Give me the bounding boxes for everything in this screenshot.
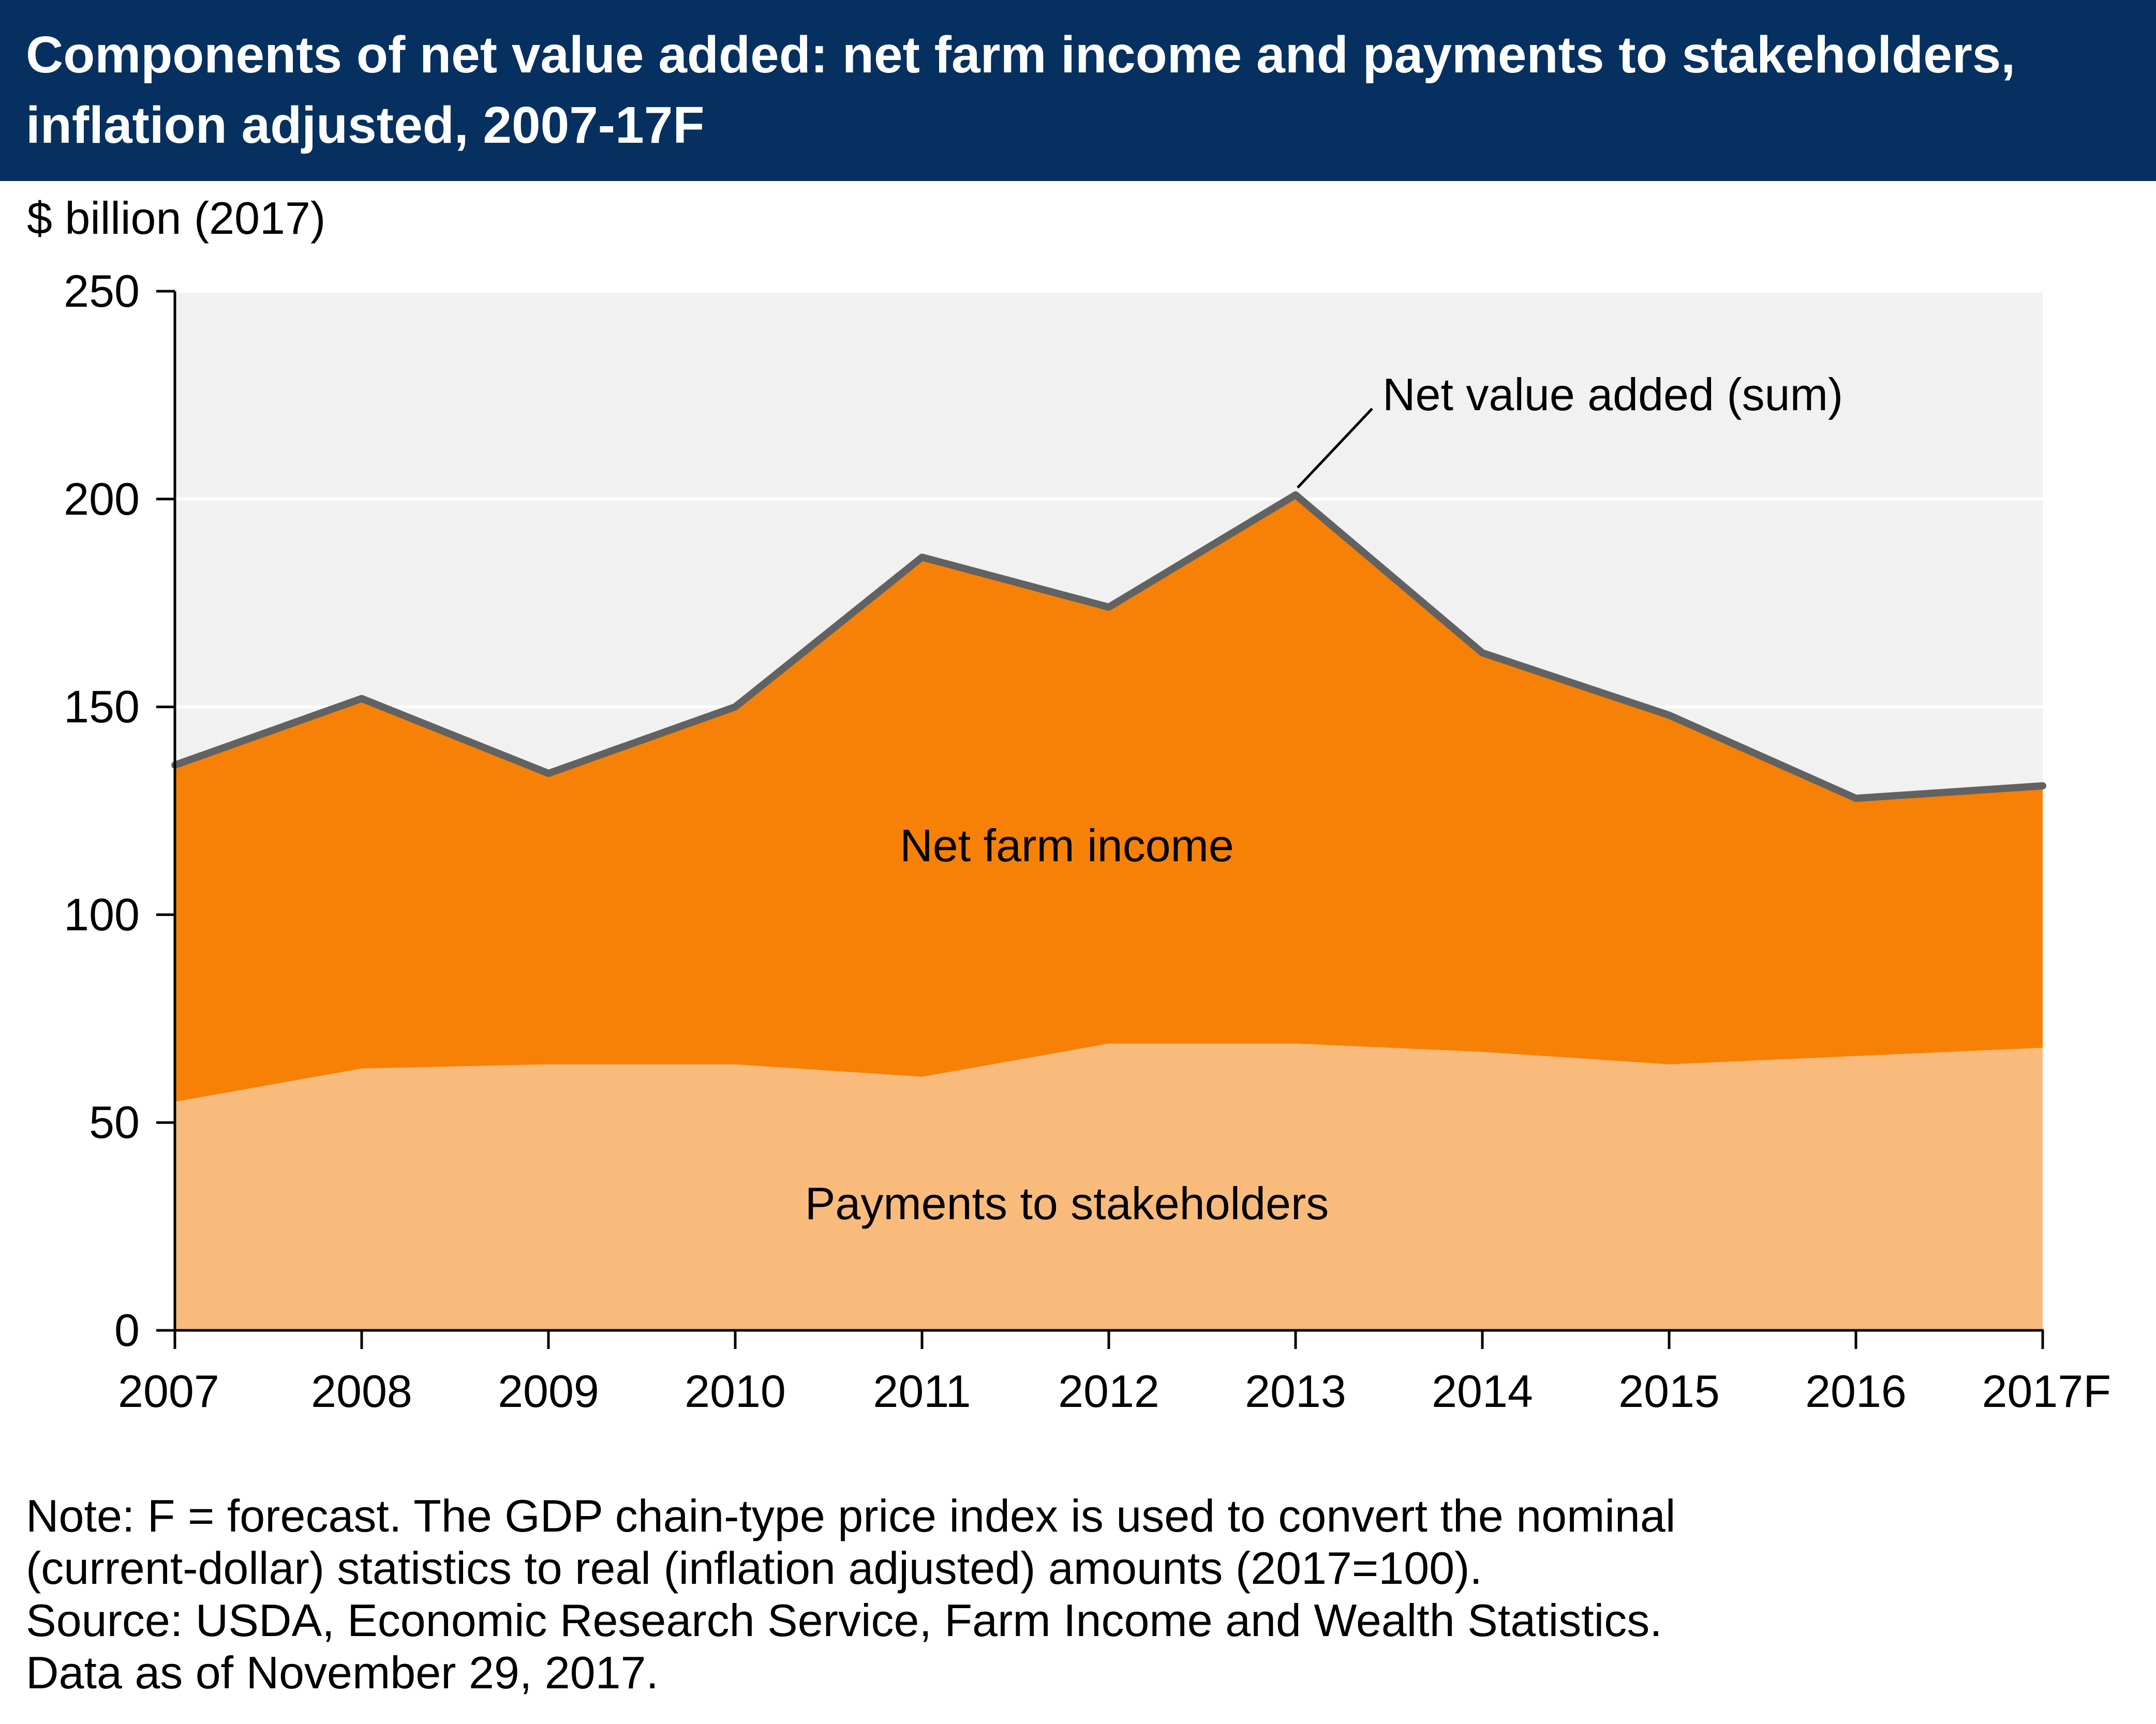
y-tick-label: 50: [89, 1097, 140, 1148]
y-tick-labels: 0 50 100 150 200 250: [64, 265, 140, 1356]
source-line: Source: USDA, Economic Research Service,…: [26, 1595, 1662, 1646]
title-banner: Components of net value added: net farm …: [0, 0, 2156, 181]
y-tick-label: 150: [64, 681, 140, 732]
payments-label: Payments to stakeholders: [805, 1178, 1329, 1229]
payments-area: [175, 1043, 2043, 1330]
chart-title: Components of net value added: net farm …: [26, 26, 2016, 154]
x-tick-label: 2015: [1618, 1366, 1720, 1417]
y-axis-label: $ billion (2017): [27, 192, 325, 244]
footnote: Note: F = forecast. The GDP chain-type p…: [26, 1490, 2137, 1699]
x-tick-label: 2013: [1245, 1366, 1346, 1417]
note-line: Note: F = forecast. The GDP chain-type p…: [26, 1490, 1676, 1541]
x-tick-label: 2010: [685, 1366, 786, 1417]
x-tick-label: 2012: [1058, 1366, 1159, 1417]
axes: [156, 290, 2044, 1349]
x-tick-label: 2007: [118, 1366, 219, 1417]
x-tick-label: 2017F: [1982, 1366, 2111, 1417]
annotations: Net value added (sum) Net farm income Pa…: [805, 369, 1843, 1229]
x-tick-labels: 2007 2008 2009 2010 2011 2012 2013 2014 2015 2016…: [118, 1366, 2111, 1417]
stacked-areas: [171, 491, 2046, 1330]
data-date-line: Data as of November 29, 2017.: [26, 1647, 659, 1698]
sum-annotation-label: Net value added (sum): [1382, 369, 1843, 420]
y-tick-label: 100: [64, 889, 140, 940]
net-farm-income-label: Net farm income: [900, 820, 1234, 871]
y-tick-label: 250: [64, 265, 140, 317]
x-tick-label: 2009: [498, 1366, 599, 1417]
y-tick-label: 0: [114, 1305, 140, 1356]
y-tick-label: 200: [64, 473, 140, 524]
net-farm-income-area: [175, 494, 2043, 1102]
sum-annotation-leader: [1297, 408, 1373, 489]
net-value-added-line: [171, 491, 2046, 802]
note-line: (current-dollar) statistics to real (inf…: [26, 1542, 1482, 1594]
x-tick-label: 2016: [1805, 1366, 1907, 1417]
x-tick-label: 2011: [873, 1366, 971, 1417]
x-tick-label: 2008: [311, 1366, 412, 1417]
x-tick-label: 2014: [1432, 1366, 1533, 1417]
